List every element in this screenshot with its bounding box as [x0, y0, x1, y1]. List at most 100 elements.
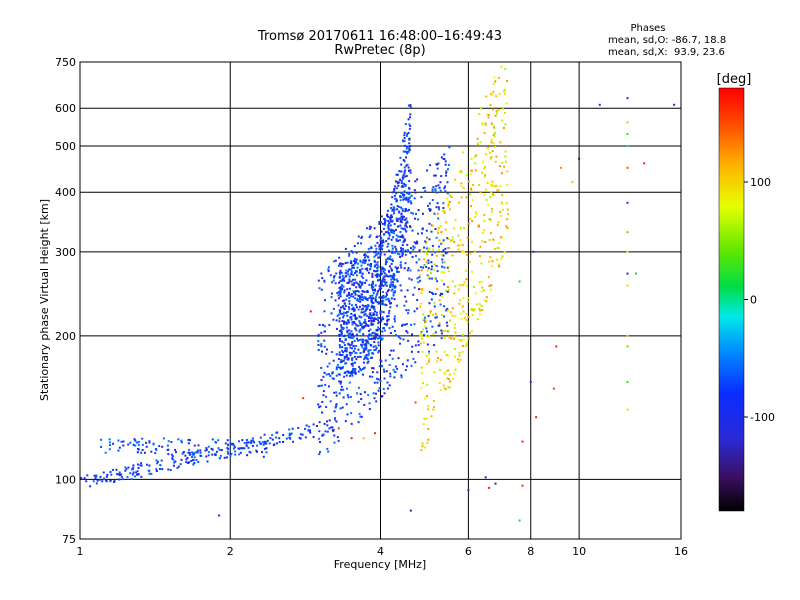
data-point [365, 290, 368, 293]
data-point [298, 436, 301, 439]
data-point [363, 358, 366, 361]
data-point [431, 277, 433, 280]
data-point [118, 474, 121, 477]
data-point [360, 264, 363, 267]
data-point [399, 342, 401, 345]
data-point [155, 470, 158, 472]
data-point [192, 452, 195, 455]
data-point [470, 240, 473, 243]
data-point [405, 164, 408, 167]
data-point [399, 195, 401, 197]
data-point [353, 370, 356, 372]
data-point [394, 197, 397, 200]
data-point [390, 267, 393, 270]
colorbar-label: [deg] [717, 72, 752, 87]
data-point [438, 239, 441, 242]
data-point [626, 201, 629, 204]
data-point [483, 132, 486, 135]
data-point [265, 447, 268, 450]
data-point [404, 262, 407, 265]
data-point [210, 447, 213, 450]
data-point [350, 293, 353, 295]
data-point [392, 294, 395, 297]
data-point [335, 420, 338, 423]
data-point [383, 370, 386, 373]
data-point [380, 310, 383, 313]
data-point [375, 377, 378, 380]
data-point [345, 355, 348, 358]
data-point [396, 180, 399, 183]
data-point [381, 244, 384, 247]
data-point [359, 271, 362, 274]
data-point [328, 385, 330, 388]
data-point [401, 217, 404, 220]
data-point [271, 434, 274, 437]
data-point [351, 369, 354, 372]
data-point [405, 323, 408, 325]
data-point [378, 349, 381, 352]
data-point [89, 485, 91, 488]
data-point [401, 176, 404, 179]
data-point [439, 225, 442, 228]
data-point [498, 92, 501, 95]
data-point [476, 318, 479, 321]
data-point [372, 283, 374, 285]
data-point [317, 279, 320, 282]
data-point [421, 442, 424, 445]
data-point [346, 281, 349, 284]
data-point [405, 300, 408, 303]
data-point [322, 433, 325, 436]
data-point [390, 274, 393, 277]
data-point [396, 220, 399, 222]
data-point [386, 245, 389, 248]
data-point [392, 349, 395, 352]
data-point [379, 238, 382, 241]
data-point [474, 250, 476, 253]
data-point [423, 186, 426, 189]
data-point [365, 354, 368, 356]
data-point [343, 371, 346, 374]
data-point [339, 288, 342, 291]
data-point [462, 310, 465, 313]
data-point [518, 519, 521, 522]
data-point [234, 446, 236, 449]
data-point [378, 335, 381, 338]
data-point [463, 316, 466, 319]
data-point [265, 442, 268, 445]
data-point [332, 279, 335, 282]
data-point [350, 250, 353, 253]
data-point [471, 314, 474, 316]
data-point [422, 423, 425, 426]
data-point [363, 314, 366, 317]
data-point [626, 231, 629, 234]
data-point [673, 103, 676, 106]
data-point [318, 453, 321, 456]
data-point [363, 325, 366, 328]
data-point [338, 276, 341, 279]
data-point [447, 203, 450, 206]
data-point [506, 170, 509, 173]
data-point [405, 175, 408, 177]
data-point [352, 306, 355, 309]
data-point [394, 285, 397, 288]
data-point [477, 143, 480, 146]
data-point [405, 365, 408, 368]
data-point [373, 349, 376, 352]
data-point [462, 187, 465, 189]
data-point [340, 331, 343, 333]
data-point [363, 321, 365, 324]
data-point [406, 220, 409, 223]
data-point [449, 380, 452, 383]
data-point [439, 189, 442, 192]
data-point [477, 225, 480, 228]
data-point [434, 316, 437, 319]
data-point [357, 421, 360, 424]
data-point [337, 291, 340, 294]
data-point [233, 444, 236, 447]
data-point [384, 295, 387, 298]
data-point [171, 457, 174, 460]
data-point [428, 291, 431, 293]
data-point [440, 254, 443, 256]
data-point [398, 181, 401, 184]
data-point [373, 317, 376, 320]
